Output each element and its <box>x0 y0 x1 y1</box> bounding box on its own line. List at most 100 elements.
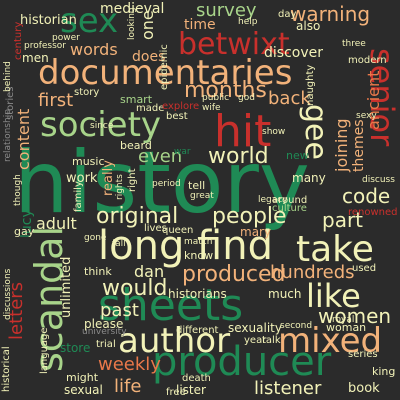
word-power: power <box>52 33 80 43</box>
word-society: society <box>40 105 162 145</box>
word-public: public <box>202 93 230 103</box>
word-different: different <box>176 325 219 336</box>
word-back: back <box>268 88 311 109</box>
word-used: used <box>352 263 377 274</box>
word-warning: warning <box>290 2 371 26</box>
word-author: author <box>118 321 231 361</box>
word-modern: modern <box>348 55 387 66</box>
word-hit: hit <box>214 106 272 157</box>
word-though: though <box>13 174 23 206</box>
word-story: story <box>74 87 100 98</box>
word-please: please <box>84 317 124 331</box>
word-explore: explore <box>162 101 200 112</box>
word-words: words <box>70 40 118 59</box>
word-does: does <box>132 49 166 65</box>
word-even: even <box>138 146 183 167</box>
word-joining: joining <box>332 118 351 172</box>
word-original: original <box>96 204 179 229</box>
word-three: three <box>342 39 366 49</box>
word-professor: professor <box>24 41 67 51</box>
word-family: family <box>73 181 84 212</box>
word-content: content <box>14 108 33 170</box>
word-also: also <box>296 19 321 33</box>
word-women: women <box>318 304 392 328</box>
word-history: history <box>14 133 310 233</box>
word-gay: gay <box>14 225 35 238</box>
word-best: best <box>166 111 188 122</box>
word-gone: gone <box>84 233 107 243</box>
word-dan: dan <box>134 262 165 281</box>
word-betwixt: betwixt <box>178 27 290 62</box>
word-work: work <box>66 171 98 186</box>
word-producer: producer <box>152 339 332 385</box>
word-epidemic: epidemic <box>159 44 170 90</box>
word-code: code <box>342 184 391 208</box>
word-one: one <box>138 10 157 40</box>
word-looking: looking <box>127 7 137 40</box>
word-behind: behind <box>3 61 13 92</box>
word-royal: royal <box>332 315 355 325</box>
word-university: university <box>82 327 127 337</box>
word-know: know <box>184 249 214 262</box>
word-great: great <box>190 191 214 201</box>
word-many: many <box>292 171 326 185</box>
word-right: right <box>127 168 138 193</box>
word-day: day <box>278 9 297 20</box>
word-past: past <box>100 300 139 321</box>
word-king: king <box>372 365 396 378</box>
word-produced: produced <box>182 262 286 287</box>
word-period: period <box>152 179 181 189</box>
word-book: book <box>348 381 380 396</box>
word-second: second <box>280 321 313 331</box>
word-woman: woman <box>326 321 367 334</box>
word-discuss: discuss <box>362 175 395 185</box>
word-store: store <box>60 341 91 355</box>
word-first: first <box>38 90 74 111</box>
word-fall: fall <box>112 239 126 249</box>
word-series: series <box>348 349 378 360</box>
word-time: time <box>184 17 216 33</box>
word-ancient: ancient <box>364 70 383 130</box>
word-mary: mary <box>240 225 272 239</box>
word-new: new <box>286 149 309 162</box>
word-documentaries: documentaries <box>38 53 293 93</box>
word-much: much <box>268 287 302 301</box>
word-life: life <box>114 376 142 397</box>
word-naughty: naughty <box>305 64 316 106</box>
word-long-find: long find <box>98 223 273 269</box>
word-free: free <box>166 387 186 398</box>
word-since: since <box>90 121 114 131</box>
word-beard: beard <box>120 139 152 152</box>
word-relationship: relationship <box>3 109 13 162</box>
word-rights: rights <box>115 174 125 200</box>
word-take: take <box>296 229 374 270</box>
word-death: death <box>182 373 211 384</box>
word-war: war <box>174 147 191 157</box>
word-help: help <box>238 17 258 27</box>
word-show: show <box>262 127 286 137</box>
word-language: language <box>39 327 50 374</box>
word-sex: sex <box>60 1 119 41</box>
word-men: men <box>22 51 49 65</box>
word-renowned: renowned <box>348 207 398 218</box>
word-talk: talk <box>262 335 281 346</box>
word-around: around <box>272 195 308 206</box>
word-trial: trial <box>96 339 116 350</box>
word-legacy: legacy <box>258 195 288 205</box>
word-tell: tell <box>188 179 206 192</box>
word-year: year <box>244 335 267 346</box>
word-adult: adult <box>36 214 77 233</box>
word-would: would <box>102 276 168 301</box>
word-match: match <box>184 237 213 247</box>
word-historical: historical <box>1 346 12 392</box>
word-smart: smart <box>120 93 153 106</box>
word-wife: wife <box>202 103 221 113</box>
word-sexy: sexy <box>356 111 377 121</box>
word-might: might <box>66 371 99 384</box>
word-weekly: weekly <box>98 354 161 375</box>
word-century: century <box>13 21 24 60</box>
word-part: part <box>322 208 364 232</box>
word-made: made <box>136 103 165 114</box>
word-queen: queen <box>162 225 194 236</box>
